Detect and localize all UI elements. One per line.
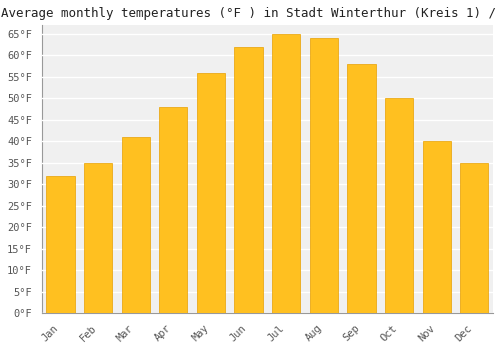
Bar xyxy=(272,34,300,313)
Bar xyxy=(84,163,112,313)
Bar xyxy=(197,72,225,313)
Bar xyxy=(310,38,338,313)
Bar xyxy=(385,98,413,313)
Title: Average monthly temperatures (°F ) in Stadt Winterthur (Kreis 1) / Lind: Average monthly temperatures (°F ) in St… xyxy=(1,7,500,20)
Bar xyxy=(234,47,262,313)
Bar xyxy=(460,163,488,313)
Bar xyxy=(122,137,150,313)
Bar xyxy=(159,107,188,313)
Bar xyxy=(422,141,450,313)
Bar xyxy=(46,176,74,313)
Bar xyxy=(348,64,376,313)
